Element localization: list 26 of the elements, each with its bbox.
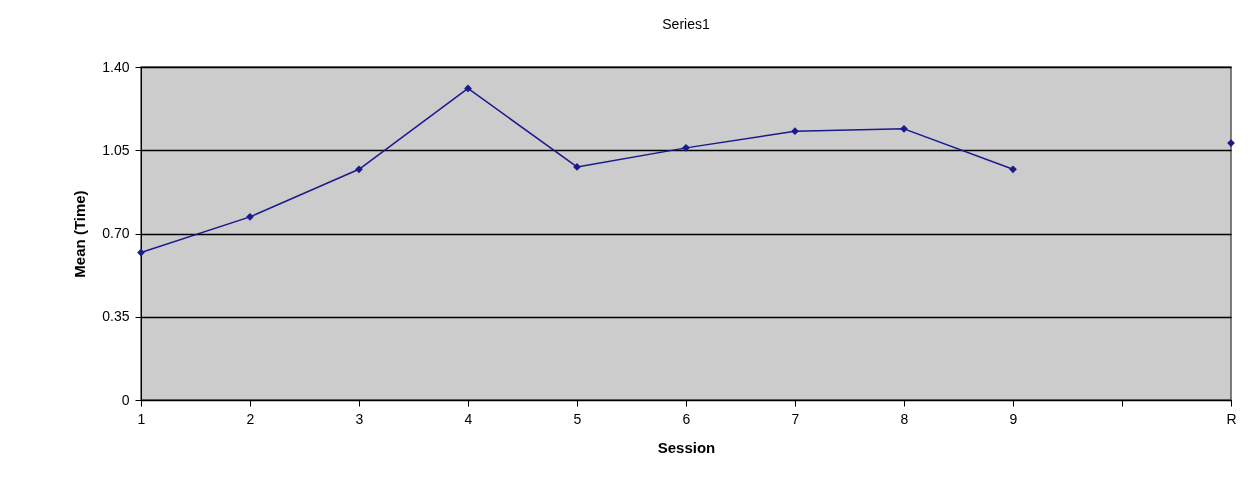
- x-tick-label: 2: [246, 410, 255, 427]
- x-tick-label: R: [1226, 410, 1237, 427]
- y-tick-label: 0.35: [102, 308, 130, 325]
- point: [1009, 165, 1017, 174]
- point: [900, 124, 908, 133]
- x-axis-title: Session: [657, 438, 716, 456]
- point: [791, 127, 799, 136]
- x-tick-label: 1: [137, 410, 146, 427]
- y-tick-label: 0.70: [102, 225, 130, 241]
- x-tick-label: 8: [900, 410, 909, 427]
- x-tick-label: 7: [791, 410, 800, 427]
- point: [355, 165, 363, 174]
- x-tick-label: 9: [1009, 410, 1018, 427]
- point: [682, 144, 690, 152]
- x-tick-label: 3: [355, 410, 364, 427]
- y-axis-title: Mean (Time): [71, 190, 89, 278]
- x-tick-label: 5: [573, 410, 582, 427]
- point: [464, 84, 472, 93]
- x-tick-label: 4: [464, 410, 473, 427]
- point: [246, 212, 254, 221]
- y-tick-label: 1.40: [102, 58, 130, 75]
- point: [137, 248, 145, 257]
- y-tick-label: 0: [121, 391, 130, 408]
- chart-title: Series1: [662, 16, 710, 32]
- y-tick-label: 1.05: [102, 141, 130, 158]
- x-tick-label: 6: [682, 410, 691, 427]
